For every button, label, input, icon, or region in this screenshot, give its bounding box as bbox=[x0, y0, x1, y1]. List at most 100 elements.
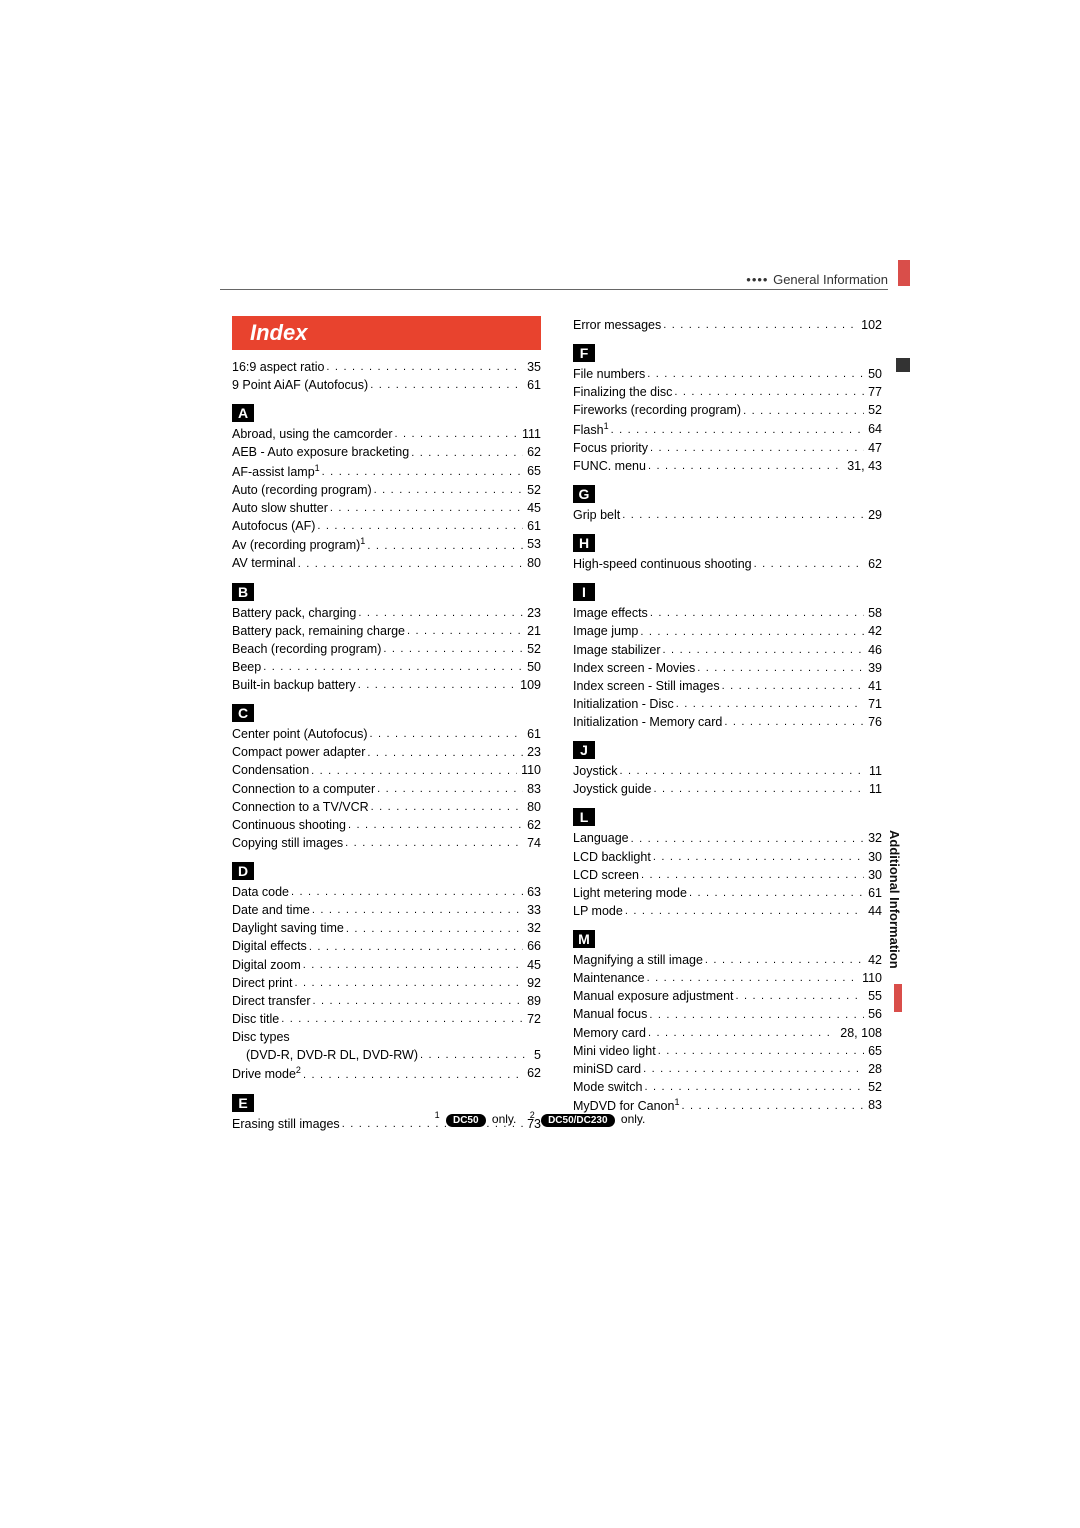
index-entry: Daylight saving time32 bbox=[232, 919, 541, 937]
leader-dots bbox=[697, 659, 864, 677]
entry-label: Manual exposure adjustment bbox=[573, 987, 734, 1005]
entry-page: 5 bbox=[532, 1046, 541, 1064]
entry-page: 92 bbox=[525, 974, 541, 992]
entry-page: 102 bbox=[859, 316, 882, 334]
entry-label: LP mode bbox=[573, 902, 623, 920]
entry-page: 55 bbox=[866, 987, 882, 1005]
letter-heading: A bbox=[232, 404, 254, 422]
index-entry: Finalizing the disc 77 bbox=[573, 383, 882, 401]
entry-page: 58 bbox=[866, 604, 882, 622]
letter-heading: I bbox=[573, 583, 595, 601]
entry-page: 89 bbox=[525, 992, 541, 1010]
index-entry: Initialization - Memory card76 bbox=[573, 713, 882, 731]
entry-label: Initialization - Disc bbox=[573, 695, 674, 713]
leader-dots bbox=[754, 555, 864, 573]
entry-label: High-speed continuous shooting bbox=[573, 555, 752, 573]
leader-dots bbox=[370, 376, 523, 394]
leader-dots bbox=[367, 535, 523, 554]
entry-label: Fireworks (recording program) bbox=[573, 401, 741, 419]
index-entry: File numbers50 bbox=[573, 365, 882, 383]
entry-label: Center point (Autofocus) bbox=[232, 725, 368, 743]
index-entry: Drive mode262 bbox=[232, 1064, 541, 1083]
leader-dots bbox=[420, 1046, 530, 1064]
entry-page: 74 bbox=[525, 834, 541, 852]
index-entry: Index screen - Still images41 bbox=[573, 677, 882, 695]
index-entry: Maintenance110 bbox=[573, 969, 882, 987]
entry-page: 61 bbox=[866, 884, 882, 902]
entry-label: Direct print bbox=[232, 974, 292, 992]
leader-dots bbox=[371, 798, 523, 816]
index-entry: miniSD card28 bbox=[573, 1060, 882, 1078]
leader-dots bbox=[743, 401, 864, 419]
entry-label: Joystick guide bbox=[573, 780, 652, 798]
entry-label: LCD screen bbox=[573, 866, 639, 884]
entry-label: Auto slow shutter bbox=[232, 499, 328, 517]
entry-page: 71 bbox=[866, 695, 882, 713]
index-entry: Disc title72 bbox=[232, 1010, 541, 1028]
entry-page: 21 bbox=[525, 622, 541, 640]
index-entry: Digital effects66 bbox=[232, 937, 541, 955]
entry-label: Initialization - Memory card bbox=[573, 713, 722, 731]
letter-heading: J bbox=[573, 741, 595, 759]
leader-dots bbox=[650, 604, 864, 622]
entry-page: 39 bbox=[866, 659, 882, 677]
leader-dots bbox=[663, 641, 865, 659]
entry-page: 72 bbox=[525, 1010, 541, 1028]
entry-label: Drive mode2 bbox=[232, 1064, 301, 1083]
index-entry: Grip belt29 bbox=[573, 506, 882, 524]
leader-dots bbox=[313, 992, 524, 1010]
entry-label: Av (recording program)1 bbox=[232, 535, 365, 554]
leader-dots bbox=[330, 499, 523, 517]
leader-dots bbox=[647, 969, 858, 987]
leader-dots bbox=[689, 884, 864, 902]
index-entry: Language32 bbox=[573, 829, 882, 847]
entry-label: 16:9 aspect ratio bbox=[232, 358, 324, 376]
entry-label: 9 Point AiAF (Autofocus) bbox=[232, 376, 368, 394]
leader-dots bbox=[650, 439, 864, 457]
index-entry: AV terminal80 bbox=[232, 554, 541, 572]
footnote-sup-2: 2 bbox=[530, 1110, 535, 1120]
entry-page: 23 bbox=[525, 743, 541, 761]
letter-heading: L bbox=[573, 808, 595, 826]
entry-page: 110 bbox=[519, 761, 541, 779]
leader-dots bbox=[303, 1064, 523, 1083]
entry-page: 11 bbox=[867, 762, 882, 780]
entry-page: 62 bbox=[525, 443, 541, 461]
index-entry: Battery pack, remaining charge21 bbox=[232, 622, 541, 640]
entry-label: Manual focus bbox=[573, 1005, 647, 1023]
entry-page: 52 bbox=[866, 401, 882, 419]
badge-dc50-dc230: DC50/DC230 bbox=[541, 1114, 614, 1127]
entry-page: 50 bbox=[525, 658, 541, 676]
entry-label: Index screen - Movies bbox=[573, 659, 695, 677]
entry-page: 77 bbox=[866, 383, 882, 401]
index-title: Index bbox=[232, 316, 541, 350]
leader-dots bbox=[648, 1024, 836, 1042]
entry-page: 47 bbox=[866, 439, 882, 457]
leader-dots bbox=[663, 316, 857, 334]
entry-label: Finalizing the disc bbox=[573, 383, 672, 401]
leader-dots bbox=[263, 658, 523, 676]
index-entry: Beach (recording program)52 bbox=[232, 640, 541, 658]
leader-dots bbox=[309, 937, 523, 955]
entry-label: Disc types bbox=[232, 1028, 290, 1046]
index-entry: Compact power adapter23 bbox=[232, 743, 541, 761]
leader-dots bbox=[370, 725, 524, 743]
leader-dots bbox=[367, 743, 523, 761]
letter-heading: H bbox=[573, 534, 595, 552]
leader-dots bbox=[641, 866, 864, 884]
leader-dots bbox=[294, 974, 523, 992]
entry-label: Joystick bbox=[573, 762, 617, 780]
entry-label: File numbers bbox=[573, 365, 645, 383]
leader-dots bbox=[640, 622, 864, 640]
leader-dots bbox=[291, 883, 523, 901]
index-entry: LCD screen30 bbox=[573, 866, 882, 884]
entry-label: FUNC. menu bbox=[573, 457, 646, 475]
entry-label: miniSD card bbox=[573, 1060, 641, 1078]
leader-dots bbox=[311, 761, 517, 779]
entry-page: 61 bbox=[525, 376, 541, 394]
index-entry: High-speed continuous shooting62 bbox=[573, 555, 882, 573]
index-entry: LCD backlight30 bbox=[573, 848, 882, 866]
index-entry: Joystick guide11 bbox=[573, 780, 882, 798]
leader-dots bbox=[643, 1060, 864, 1078]
leader-dots bbox=[348, 816, 523, 834]
